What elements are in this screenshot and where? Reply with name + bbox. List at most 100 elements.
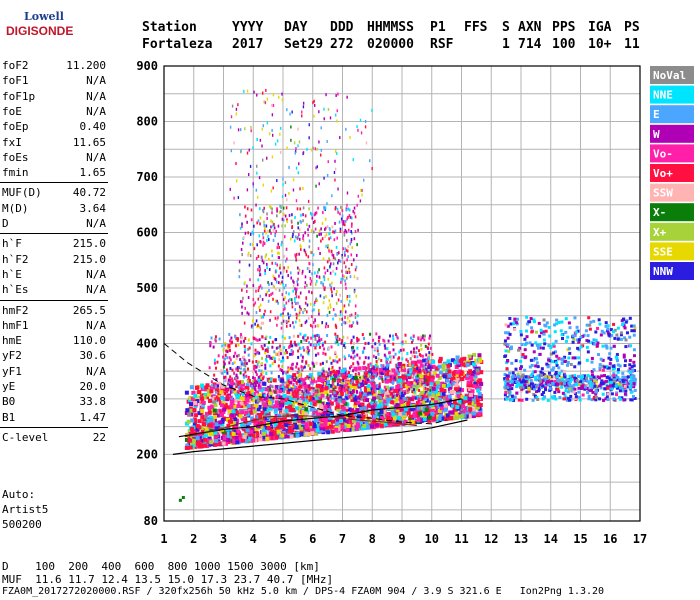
echo-point bbox=[519, 382, 523, 386]
echo-point bbox=[388, 396, 393, 401]
echo-point bbox=[370, 387, 373, 391]
echo-point bbox=[206, 388, 211, 393]
echo-point bbox=[347, 255, 349, 259]
echo-point bbox=[218, 337, 221, 341]
echo-point bbox=[257, 254, 260, 258]
echo-point bbox=[343, 355, 346, 359]
echo-point bbox=[295, 433, 300, 438]
echo-point bbox=[382, 364, 385, 368]
echo-point bbox=[346, 423, 351, 428]
echo-point bbox=[322, 301, 325, 305]
echo-point bbox=[390, 387, 393, 391]
echo-point bbox=[317, 397, 320, 401]
echo-point bbox=[334, 229, 337, 233]
param-row: B1 1.47 bbox=[0, 410, 108, 425]
echo-point bbox=[305, 360, 308, 364]
echo-point bbox=[347, 354, 350, 358]
echo-point bbox=[231, 368, 234, 372]
echo-point bbox=[359, 381, 364, 386]
echo-point bbox=[356, 243, 358, 247]
echo-point bbox=[348, 214, 351, 218]
echo-point bbox=[227, 405, 232, 410]
echo-point bbox=[455, 370, 460, 375]
echo-point bbox=[445, 413, 450, 418]
echo-point bbox=[292, 321, 294, 325]
echo-point bbox=[351, 422, 356, 427]
echo-point bbox=[350, 263, 353, 267]
header-value-3: 272 bbox=[330, 37, 354, 52]
echo-point bbox=[403, 396, 408, 401]
echo-point bbox=[632, 379, 636, 383]
echo-point bbox=[335, 335, 338, 339]
echo-point bbox=[301, 411, 306, 416]
echo-point bbox=[280, 321, 283, 325]
echo-point bbox=[236, 338, 239, 342]
echo-point bbox=[347, 245, 350, 249]
echo-point bbox=[324, 340, 327, 344]
echo-point bbox=[297, 409, 302, 414]
auto-line: Auto: bbox=[2, 488, 36, 501]
echo-point bbox=[320, 337, 323, 341]
echo-point bbox=[392, 395, 395, 399]
echo-point bbox=[297, 334, 300, 338]
echo-point bbox=[336, 207, 339, 211]
echo-point bbox=[327, 107, 330, 111]
echo-point bbox=[341, 209, 344, 213]
echo-point bbox=[292, 378, 295, 382]
echo-point bbox=[425, 353, 428, 357]
echo-point bbox=[392, 378, 395, 382]
echo-point bbox=[342, 379, 345, 383]
echo-point bbox=[221, 387, 226, 392]
echo-point bbox=[279, 367, 282, 371]
param-row: hmF2 265.5 bbox=[0, 303, 108, 318]
echo-point bbox=[344, 310, 347, 314]
echo-point bbox=[390, 379, 395, 384]
echo-point bbox=[382, 370, 385, 374]
echo-point bbox=[298, 399, 303, 404]
echo-point bbox=[322, 275, 325, 279]
param-name: yE bbox=[2, 380, 16, 393]
echo-point bbox=[453, 360, 458, 365]
echo-point bbox=[274, 277, 277, 281]
echo-point bbox=[239, 401, 244, 406]
echo-point bbox=[233, 429, 238, 434]
echo-point bbox=[506, 324, 510, 328]
echo-point bbox=[232, 389, 237, 394]
echo-point bbox=[310, 398, 313, 402]
echo-point bbox=[197, 419, 202, 424]
echo-point bbox=[188, 396, 193, 401]
echo-point bbox=[189, 402, 194, 407]
echo-point bbox=[247, 420, 252, 425]
echo-point bbox=[254, 301, 257, 305]
echo-point bbox=[278, 358, 281, 362]
echo-point bbox=[438, 370, 443, 375]
echo-point bbox=[413, 355, 416, 359]
echo-point bbox=[413, 367, 418, 372]
echo-point bbox=[519, 365, 523, 369]
echo-point bbox=[444, 383, 449, 388]
echo-point bbox=[349, 275, 352, 279]
echo-point bbox=[195, 436, 200, 441]
param-value: 265.5 bbox=[72, 303, 106, 317]
echo-point bbox=[270, 282, 273, 286]
echo-point bbox=[307, 228, 309, 232]
echo-point bbox=[256, 362, 259, 366]
echo-point bbox=[222, 355, 225, 359]
echo-point bbox=[334, 427, 339, 432]
echo-point bbox=[204, 421, 209, 426]
echo-point bbox=[292, 394, 295, 398]
echo-point bbox=[297, 349, 300, 353]
echo-point bbox=[424, 344, 427, 348]
echo-point bbox=[261, 259, 264, 263]
echo-point bbox=[326, 334, 329, 338]
echo-point bbox=[575, 379, 579, 383]
echo-point bbox=[259, 375, 262, 379]
echo-point bbox=[252, 380, 255, 384]
echo-point bbox=[297, 221, 299, 225]
echo-point bbox=[455, 355, 460, 360]
echo-point bbox=[345, 286, 347, 290]
echo-point bbox=[411, 340, 414, 344]
echo-point bbox=[314, 324, 317, 328]
echo-point bbox=[333, 373, 338, 378]
echo-point bbox=[337, 391, 340, 395]
